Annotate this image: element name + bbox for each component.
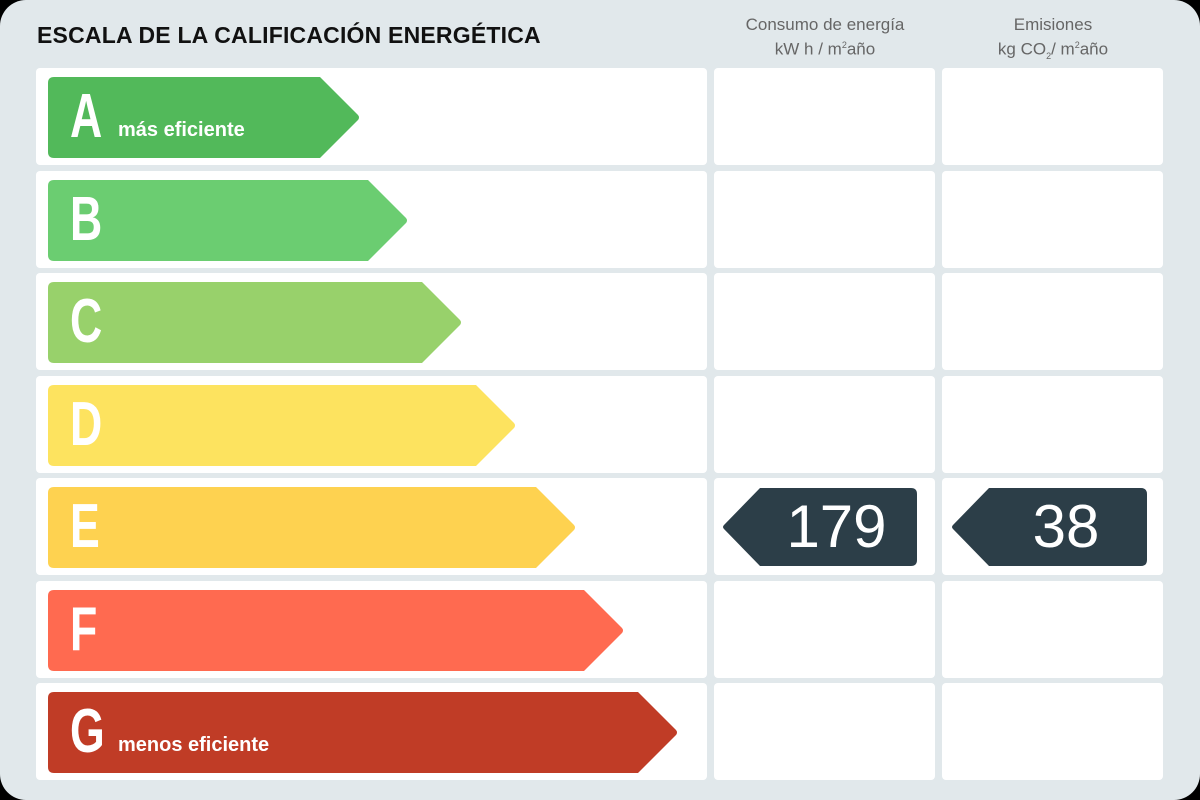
emisiones-cell-g bbox=[942, 683, 1163, 780]
arrow-shape bbox=[48, 282, 461, 363]
rating-letter: B bbox=[70, 185, 103, 254]
emisiones-cell-c bbox=[942, 273, 1163, 370]
arrow-shape bbox=[48, 692, 677, 773]
emisiones-value: 38 bbox=[1032, 493, 1100, 560]
emisiones-cell-d bbox=[942, 376, 1163, 473]
consumo-cell-c bbox=[714, 273, 935, 370]
rating-letter: G bbox=[70, 697, 105, 766]
emisiones-header-title: Emisiones bbox=[1013, 15, 1093, 34]
consumo-value: 179 bbox=[786, 493, 887, 560]
rating-arrow-c: C bbox=[48, 282, 462, 363]
consumo-value-badge: 179 bbox=[722, 488, 917, 566]
label-title: ESCALA DE LA CALIFICACIÓN ENERGÉTICA bbox=[37, 22, 541, 48]
rating-letter: E bbox=[70, 492, 100, 561]
consumo-cell-g bbox=[714, 683, 935, 780]
consumo-cell-a bbox=[714, 68, 935, 165]
rating-arrow-b: B bbox=[48, 180, 408, 261]
arrow-shape bbox=[48, 487, 575, 568]
emisiones-cell-f bbox=[942, 581, 1163, 678]
rating-letter: D bbox=[70, 390, 103, 459]
consumo-unit: kW h / m2año bbox=[774, 39, 876, 59]
consumo-cell-d bbox=[714, 376, 935, 473]
rating-arrow-e: E bbox=[48, 487, 576, 568]
arrow-shape bbox=[48, 77, 359, 158]
consumo-cell-b bbox=[714, 171, 935, 268]
arrow-shape bbox=[48, 180, 407, 261]
emisiones-cell-b bbox=[942, 171, 1163, 268]
emisiones-unit: kg CO2/ m2año bbox=[997, 39, 1109, 62]
rating-letter: A bbox=[70, 82, 103, 151]
emisiones-cell-a bbox=[942, 68, 1163, 165]
rating-letter: C bbox=[70, 287, 103, 356]
rating-caption: menos eficiente bbox=[118, 734, 270, 756]
emisiones-value-badge: 38 bbox=[951, 488, 1147, 566]
rating-letter: F bbox=[70, 595, 98, 664]
rating-arrow-d: D bbox=[48, 385, 516, 466]
rating-caption: más eficiente bbox=[118, 119, 245, 141]
consumo-header: Consumo de energía kW h / m2año bbox=[714, 14, 936, 60]
emisiones-header: Emisiones kg CO2/ m2año bbox=[942, 14, 1164, 67]
consumo-header-title: Consumo de energía bbox=[745, 15, 905, 34]
arrow-shape bbox=[48, 385, 515, 466]
arrow-shape bbox=[48, 590, 623, 671]
consumo-cell-f bbox=[714, 581, 935, 678]
rating-arrow-f: F bbox=[48, 590, 624, 671]
